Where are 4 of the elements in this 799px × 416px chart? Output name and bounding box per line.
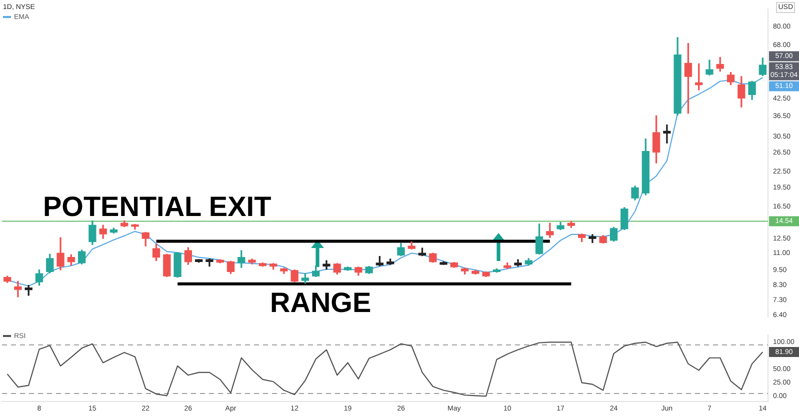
candlestick (14, 280, 22, 298)
annotation: RANGE (270, 287, 372, 318)
annotation: POTENTIAL EXIT (43, 191, 272, 222)
candlestick (663, 124, 671, 144)
